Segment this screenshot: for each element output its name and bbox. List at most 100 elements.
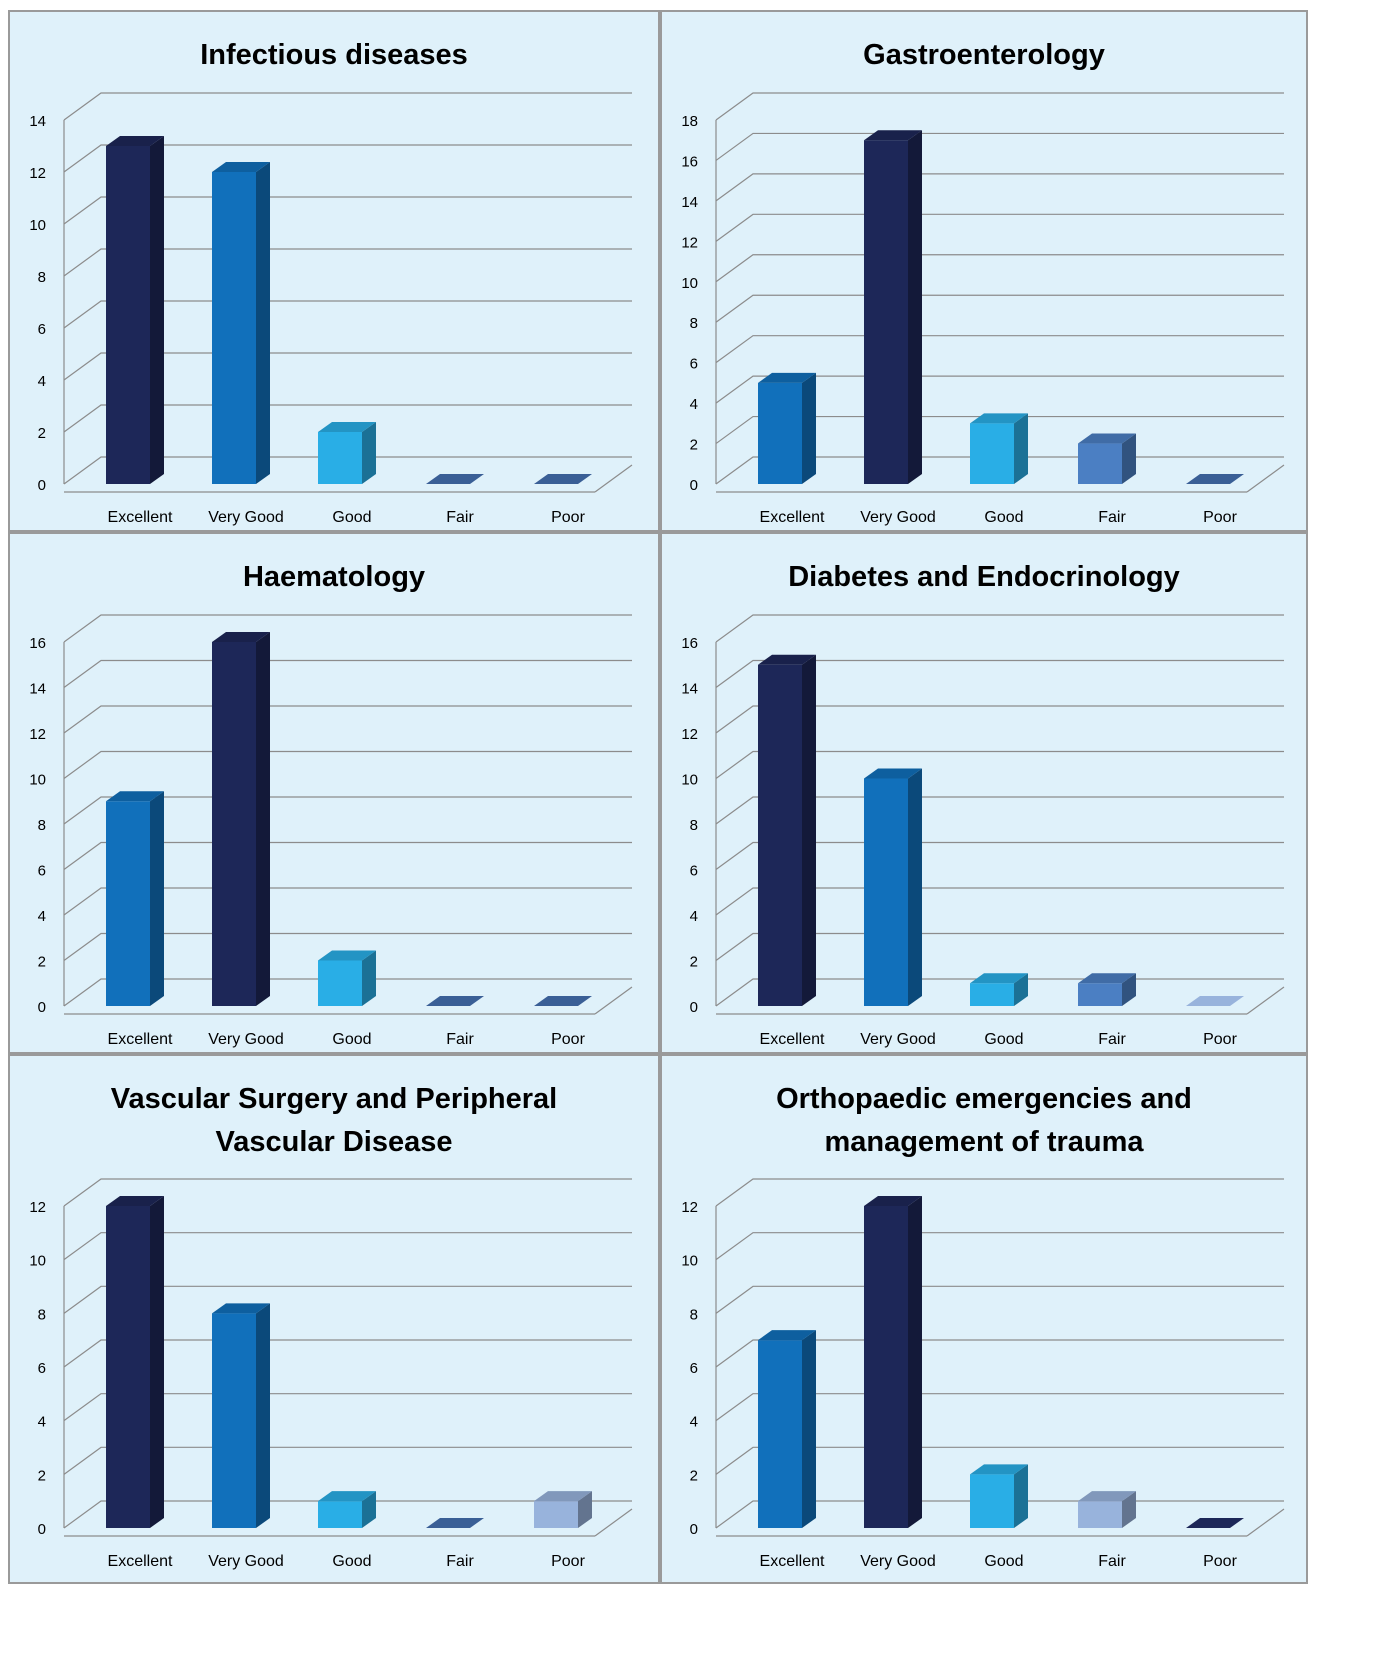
bar bbox=[1078, 973, 1136, 1006]
x-tick-label: Excellent bbox=[760, 509, 825, 526]
bar-top bbox=[534, 1491, 592, 1502]
gridline bbox=[63, 932, 632, 961]
bar bbox=[970, 413, 1028, 484]
bar-front bbox=[212, 642, 256, 1006]
y-tick-label: 4 bbox=[690, 1414, 698, 1431]
gridline bbox=[63, 1393, 632, 1422]
y-tick-label: 8 bbox=[38, 269, 46, 286]
bar-side bbox=[908, 768, 922, 1006]
x-tick-label: Very Good bbox=[860, 1553, 936, 1570]
x-tick-label: Excellent bbox=[108, 1553, 173, 1570]
floor-right-edge bbox=[1246, 464, 1285, 493]
y-tick-label: 2 bbox=[38, 954, 46, 971]
chart-panel: Diabetes and Endocrinology 0 2 4 6 8 10 12 14 16 E… bbox=[660, 532, 1308, 1054]
gridline bbox=[715, 1393, 1284, 1422]
bar-chart: 0 2 4 6 8 10 12 Excellent Very Good Good Fair Poor bbox=[29, 1178, 633, 1570]
bar bbox=[970, 973, 1028, 1006]
bar-front bbox=[758, 664, 802, 1006]
y-tick-label: 14 bbox=[681, 194, 698, 211]
y-tick-label: 10 bbox=[681, 1253, 698, 1270]
gridline bbox=[63, 796, 632, 825]
y-tick-label: 6 bbox=[38, 321, 46, 338]
y-tick-label: 0 bbox=[38, 1521, 46, 1538]
x-tick-label: Very Good bbox=[208, 1031, 284, 1048]
bar-side bbox=[256, 632, 270, 1006]
bar-side bbox=[150, 1196, 164, 1528]
y-tick-label: 4 bbox=[38, 1414, 46, 1431]
x-tick-label: Good bbox=[332, 1031, 371, 1048]
y-tick-label: 16 bbox=[29, 635, 46, 652]
y-tick-label: 8 bbox=[38, 1306, 46, 1323]
x-tick-label: Very Good bbox=[860, 509, 936, 526]
y-tick-label: 6 bbox=[38, 863, 46, 880]
bar-top bbox=[106, 1196, 164, 1206]
chart-title: Vascular Surgery and Peripheral Vascular… bbox=[110, 1083, 558, 1158]
bar-side bbox=[256, 1303, 270, 1528]
y-tick-label: 14 bbox=[29, 113, 46, 130]
bar-top bbox=[864, 768, 922, 779]
x-tick-label: Good bbox=[332, 509, 371, 526]
chart-panel: Vascular Surgery and Peripheral Vascular… bbox=[8, 1054, 660, 1584]
bar bbox=[1186, 996, 1244, 1006]
bar bbox=[864, 768, 922, 1006]
y-tick-label: 8 bbox=[690, 1306, 698, 1323]
y-tick-label: 10 bbox=[29, 1253, 46, 1270]
y-tick-label: 6 bbox=[38, 1360, 46, 1377]
x-tick-label: Poor bbox=[551, 509, 585, 526]
gridline bbox=[715, 841, 1284, 870]
bar-side bbox=[578, 1491, 592, 1528]
bar bbox=[534, 474, 592, 484]
bar bbox=[758, 654, 816, 1006]
bar-zero bbox=[534, 996, 592, 1006]
x-tick-label: Poor bbox=[551, 1553, 585, 1570]
gridline bbox=[715, 1339, 1284, 1368]
bar bbox=[212, 1303, 270, 1528]
bar-front bbox=[758, 1340, 802, 1528]
bar-front bbox=[106, 1206, 150, 1528]
bar-side bbox=[1122, 973, 1136, 1006]
bar bbox=[864, 130, 922, 484]
y-tick-label: 8 bbox=[690, 817, 698, 834]
bar-chart: 0 2 4 6 8 10 12 14 16 Excellent Very Good Good Fair P… bbox=[681, 614, 1285, 1048]
bar bbox=[426, 1518, 484, 1528]
bar-zero bbox=[1186, 996, 1244, 1006]
y-tick-label: 12 bbox=[681, 234, 698, 251]
bar bbox=[758, 372, 816, 484]
bar-side bbox=[802, 372, 816, 484]
x-tick-label: Good bbox=[984, 509, 1023, 526]
gridline bbox=[63, 1178, 632, 1207]
y-tick-label: 4 bbox=[690, 908, 698, 925]
gridline bbox=[63, 750, 632, 779]
x-tick-label: Excellent bbox=[108, 1031, 173, 1048]
floor-right-edge bbox=[1246, 986, 1285, 1015]
bar-top bbox=[970, 1464, 1028, 1475]
gridline bbox=[63, 92, 632, 121]
bar bbox=[426, 474, 484, 484]
y-tick-label: 4 bbox=[38, 908, 46, 925]
bar-top bbox=[758, 372, 816, 383]
bar bbox=[106, 1196, 164, 1528]
bar-front bbox=[1078, 983, 1122, 1006]
bar-top bbox=[106, 136, 164, 146]
y-tick-label: 2 bbox=[38, 1467, 46, 1484]
bar-top bbox=[758, 654, 816, 665]
gridline bbox=[715, 294, 1284, 323]
bar-top bbox=[318, 1491, 376, 1502]
y-tick-label: 0 bbox=[690, 1521, 698, 1538]
bar-front bbox=[534, 1501, 578, 1528]
gridline bbox=[63, 978, 632, 1007]
bar bbox=[318, 1491, 376, 1528]
y-tick-label: 2 bbox=[690, 954, 698, 971]
y-tick-label: 10 bbox=[681, 275, 698, 292]
y-tick-label: 10 bbox=[29, 772, 46, 789]
bar bbox=[534, 996, 592, 1006]
bar-top bbox=[212, 162, 270, 172]
gridline bbox=[715, 415, 1284, 445]
y-tick-label: 2 bbox=[690, 437, 698, 454]
y-tick-label: 10 bbox=[29, 217, 46, 234]
bar-front bbox=[970, 423, 1014, 484]
y-tick-label: 18 bbox=[681, 113, 698, 130]
bar-top bbox=[106, 791, 164, 802]
y-tick-label: 0 bbox=[690, 999, 698, 1016]
